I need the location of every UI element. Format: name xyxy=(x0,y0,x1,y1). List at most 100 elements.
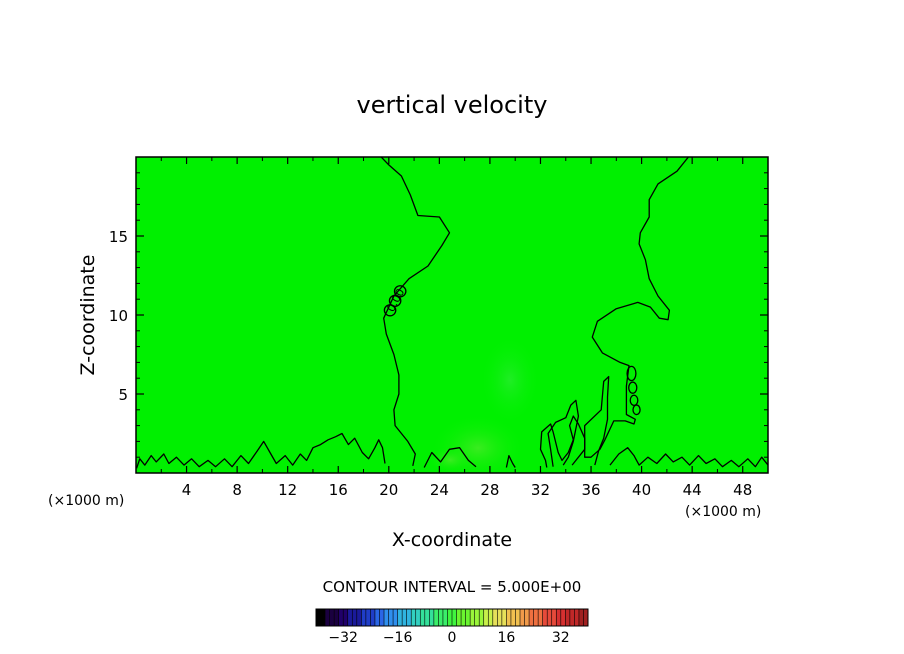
colorbar-segment xyxy=(316,609,321,626)
field-shading xyxy=(428,335,540,473)
contour-interval-text: CONTOUR INTERVAL = 5.000E+00 xyxy=(323,578,582,596)
closed-contour-2 xyxy=(629,394,639,407)
colorbar-ticks: −32 −16 0 16 32 xyxy=(328,630,569,646)
x-unit-right: (×1000 m) xyxy=(685,504,761,520)
colorbar-segment xyxy=(551,609,557,626)
colorbar-segment xyxy=(433,609,439,626)
zero-contour-3 xyxy=(547,399,580,467)
colorbar-segment xyxy=(461,609,466,626)
zero-contours xyxy=(136,157,768,469)
y-tick-label: 15 xyxy=(109,228,128,246)
colorbar-segment xyxy=(479,609,485,626)
zero-contour-7 xyxy=(609,447,768,468)
colorbar-segment xyxy=(488,609,494,626)
colorbar-segment xyxy=(465,609,471,626)
colorbar-segment xyxy=(578,609,584,626)
x-tick-label: 8 xyxy=(232,481,242,499)
zero-contour-2 xyxy=(571,375,610,466)
x-tick-label: 48 xyxy=(733,481,752,499)
colorbar-segment xyxy=(456,609,462,626)
colorbar-segment xyxy=(501,609,507,626)
colorbar-segment xyxy=(483,609,489,626)
colorbar-segment xyxy=(492,609,498,626)
x-tick-label: 44 xyxy=(683,481,702,499)
y-axis-label: Z-coordinate xyxy=(77,255,99,376)
colorbar-segment xyxy=(556,609,562,626)
closed-contour-1 xyxy=(628,381,638,394)
closed-contour-0 xyxy=(626,365,637,382)
colorbar-segment xyxy=(533,609,539,626)
colorbar-segment xyxy=(384,609,389,626)
x-tick-label: 24 xyxy=(430,481,449,499)
colorbar-segment xyxy=(402,609,407,626)
colorbar-segment xyxy=(470,609,475,626)
x-tick-label: 4 xyxy=(182,481,192,499)
colorbar-segment xyxy=(547,609,553,626)
colorbar-tick-label: 16 xyxy=(497,630,515,646)
colorbar-tick-label: −16 xyxy=(383,630,413,646)
colorbar-segment xyxy=(415,609,421,626)
colorbar-segment xyxy=(452,609,457,626)
x-axis-ticks: 4 8 12 16 20 24 28 32 36 40 44 48 xyxy=(160,157,752,499)
y-tick-label: 5 xyxy=(118,386,128,404)
colorbar-segment xyxy=(343,609,349,626)
colorbar-segment xyxy=(356,609,362,626)
colorbar-segment xyxy=(347,609,353,626)
colorbar-segment xyxy=(352,609,358,626)
colorbar-segment xyxy=(393,609,398,626)
colorbar-segment xyxy=(397,609,403,626)
field-shade-low xyxy=(428,446,472,473)
colorbar-tick-label: −32 xyxy=(328,630,358,646)
y-axis-ticks: 5 10 15 xyxy=(109,172,768,458)
colorbar-segment xyxy=(529,609,534,626)
x-tick-label: 36 xyxy=(581,481,600,499)
y-tick-label: 10 xyxy=(109,307,128,325)
colorbar-segment xyxy=(583,609,589,626)
closed-contour-4 xyxy=(383,304,397,317)
x-unit-left: (×1000 m) xyxy=(48,493,124,509)
colorbar-segment xyxy=(565,609,571,626)
colorbar-segment xyxy=(474,609,480,626)
colorbar-segment xyxy=(388,609,394,626)
colorbar-segment xyxy=(524,609,530,626)
colorbar-segment xyxy=(497,609,503,626)
x-tick-label: 16 xyxy=(329,481,348,499)
colorbar-segment xyxy=(510,609,516,626)
colorbar-segment xyxy=(424,609,430,626)
colorbar-segment xyxy=(429,609,435,626)
colorbar-segment xyxy=(569,609,575,626)
colorbar-segment xyxy=(420,609,426,626)
colorbar-segment xyxy=(447,609,453,626)
colorbar-frame xyxy=(315,608,589,627)
colorbar-segment xyxy=(411,609,417,626)
zero-contour-6 xyxy=(505,454,516,468)
colorbar-segment xyxy=(538,609,543,626)
closed-contour-5 xyxy=(388,294,402,307)
colorbar-segment xyxy=(370,609,376,626)
x-tick-label: 40 xyxy=(632,481,651,499)
zero-contour-1 xyxy=(539,157,689,468)
colorbar-segment xyxy=(574,609,580,626)
colorbar-segment xyxy=(374,609,380,626)
colorbar xyxy=(315,608,589,627)
closed-contour-3 xyxy=(632,404,641,416)
colorbar-segment xyxy=(334,609,339,626)
colorbar-segment xyxy=(325,609,330,626)
colorbar-segment xyxy=(515,609,521,626)
zero-contour-5 xyxy=(423,447,477,468)
colorbar-segment xyxy=(361,609,367,626)
colorbar-segment xyxy=(320,609,326,626)
colorbar-segment xyxy=(438,609,444,626)
colorbar-segment xyxy=(520,609,525,626)
colorbar-segment xyxy=(560,609,566,626)
colorbar-segment xyxy=(406,609,412,626)
closed-contour-6 xyxy=(393,285,407,298)
x-tick-label: 20 xyxy=(379,481,398,499)
colorbar-tick-label: 32 xyxy=(552,630,570,646)
field-shade-plume xyxy=(480,335,540,425)
x-tick-label: 12 xyxy=(278,481,297,499)
colorbar-segment xyxy=(506,609,512,626)
colorbar-segment xyxy=(338,609,344,626)
colorbar-segment xyxy=(379,609,385,626)
